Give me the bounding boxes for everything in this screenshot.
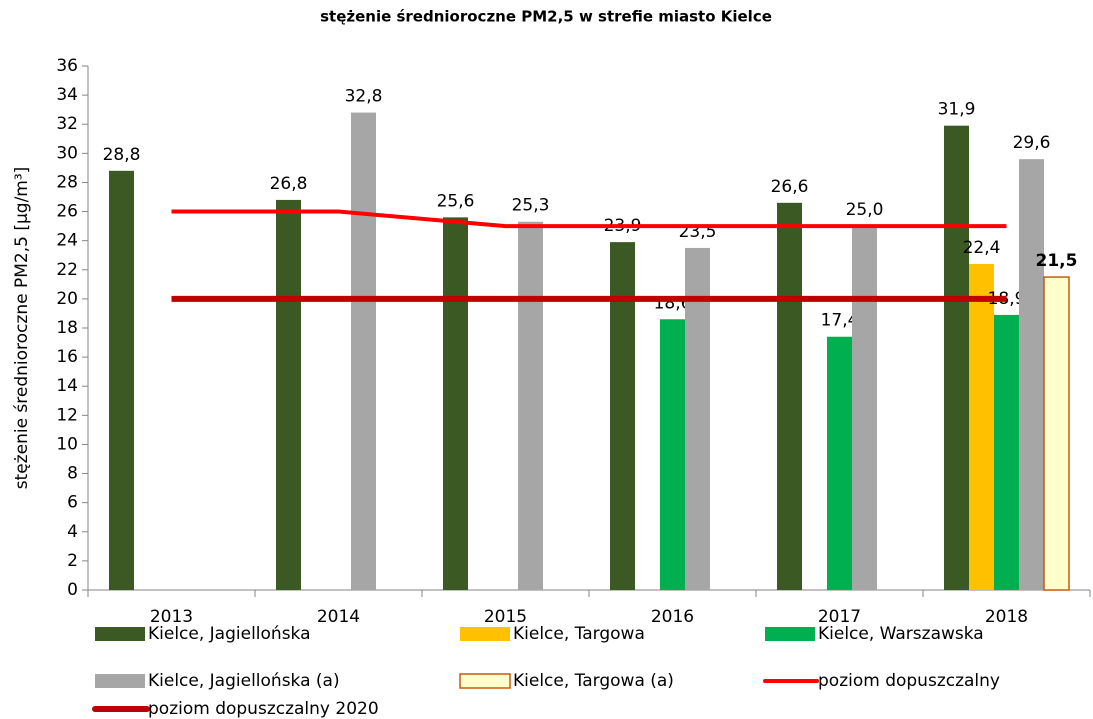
value-label: 25,0 (846, 200, 884, 220)
y-tick-label: 20 (56, 289, 78, 309)
value-label: 31,9 (938, 100, 976, 120)
x-tick-label: 2015 (484, 607, 527, 627)
bar (660, 319, 685, 590)
y-tick-label: 2 (67, 551, 78, 571)
legend-swatch (765, 627, 815, 641)
bar (969, 263, 994, 590)
bar (994, 314, 1019, 590)
value-label: 28,8 (103, 145, 141, 165)
value-label: 25,3 (512, 196, 550, 216)
y-tick-label: 24 (56, 231, 78, 251)
value-label: 26,6 (771, 177, 809, 197)
y-tick-label: 16 (56, 347, 78, 367)
y-tick-label: 8 (67, 464, 78, 484)
chart-title: stężenie średnioroczne PM2,5 w strefie m… (320, 8, 772, 26)
legend-label: Kielce, Warszawska (818, 624, 984, 644)
bar (1019, 159, 1044, 590)
y-tick-label: 36 (56, 56, 78, 76)
bar (109, 170, 134, 591)
y-tick-label: 32 (56, 114, 78, 134)
x-tick-label: 2013 (150, 607, 193, 627)
legend-swatch (459, 673, 511, 689)
y-tick-label: 4 (67, 522, 78, 542)
y-tick-label: 26 (56, 202, 78, 222)
value-label: 25,6 (437, 191, 475, 211)
legend-label: poziom dopuszczalny (818, 671, 1000, 691)
y-tick-label: 0 (67, 580, 78, 600)
legend-swatch (460, 627, 510, 641)
legend-label: Kielce, Targowa (513, 624, 645, 644)
legend-swatch (95, 674, 145, 688)
value-label: 21,5 (1036, 251, 1078, 271)
y-tick-label: 6 (67, 493, 78, 513)
value-label: 17,4 (821, 311, 859, 331)
bar (351, 112, 376, 591)
x-tick-label: 2016 (651, 607, 694, 627)
x-tick-label: 2017 (818, 607, 861, 627)
x-tick-label: 2018 (985, 607, 1028, 627)
y-tick-label: 34 (56, 85, 78, 105)
value-label: 22,4 (963, 238, 1001, 258)
bar (827, 336, 852, 590)
y-tick-label: 10 (56, 434, 78, 454)
bar (685, 247, 710, 590)
bar (777, 202, 802, 591)
value-label: 29,6 (1013, 133, 1051, 153)
legend-label: Kielce, Jagiellońska (148, 624, 311, 644)
bar (944, 125, 969, 590)
y-tick-label: 14 (56, 376, 78, 396)
value-label: 26,8 (270, 174, 308, 194)
line-series (171, 209, 1007, 229)
y-tick-label: 18 (56, 318, 78, 338)
y-tick-label: 12 (56, 405, 78, 425)
bar (276, 199, 301, 590)
bar (852, 226, 877, 590)
y-tick-label: 22 (56, 260, 78, 280)
x-tick-label: 2014 (317, 607, 360, 627)
legend-swatch (95, 627, 145, 641)
legend-label: Kielce, Targowa (a) (513, 671, 674, 691)
bar (1043, 276, 1070, 591)
value-label: 32,8 (345, 87, 383, 107)
y-axis-label: stężenie średnioroczne PM2,5 [µg/m³] (12, 167, 32, 490)
legend-label: poziom dopuszczalny 2020 (148, 699, 379, 719)
bar (610, 242, 635, 590)
bar (443, 217, 468, 590)
legend-label: Kielce, Jagiellońska (a) (148, 671, 340, 691)
y-tick-label: 30 (56, 143, 78, 163)
y-tick-label: 28 (56, 172, 78, 192)
bar (518, 221, 543, 590)
